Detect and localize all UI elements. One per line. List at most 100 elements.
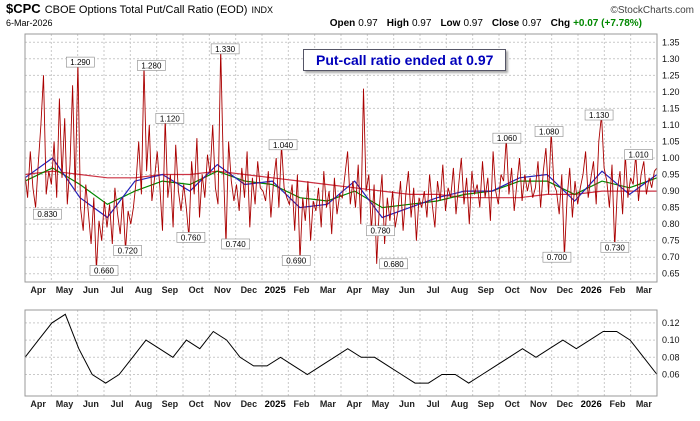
symbol: $CPC xyxy=(6,1,41,16)
svg-text:1.120: 1.120 xyxy=(160,114,181,123)
open-value: 0.97 xyxy=(358,18,378,29)
chart-header: $CPC CBOE Options Total Put/Call Ratio (E… xyxy=(0,0,700,30)
open-label: Open xyxy=(329,18,356,29)
svg-text:Dec: Dec xyxy=(241,285,258,295)
svg-text:Mar: Mar xyxy=(636,399,653,409)
svg-text:0.08: 0.08 xyxy=(662,352,680,362)
low-value: 0.97 xyxy=(463,18,483,29)
svg-text:0.680: 0.680 xyxy=(384,260,405,269)
svg-text:0.660: 0.660 xyxy=(94,266,115,275)
svg-text:Apr: Apr xyxy=(30,285,46,295)
chg-label: Chg xyxy=(550,18,571,29)
svg-text:Jul: Jul xyxy=(427,285,440,295)
svg-text:0.830: 0.830 xyxy=(37,210,58,219)
quote-summary: Open 0.97 High 0.97 Low 0.97 Close 0.97 Chg +0.07… xyxy=(330,18,642,30)
svg-text:0.720: 0.720 xyxy=(118,247,139,256)
svg-text:2026: 2026 xyxy=(581,285,602,296)
svg-text:1.290: 1.290 xyxy=(70,58,91,67)
svg-text:Sep: Sep xyxy=(162,285,179,295)
svg-text:0.760: 0.760 xyxy=(181,233,202,242)
svg-text:0.90: 0.90 xyxy=(662,186,680,196)
svg-text:2025: 2025 xyxy=(265,399,287,410)
high-value: 0.97 xyxy=(411,18,432,29)
svg-text:0.70: 0.70 xyxy=(662,252,680,262)
svg-text:0.690: 0.690 xyxy=(286,257,307,266)
svg-text:Mar: Mar xyxy=(636,285,653,295)
svg-text:Feb: Feb xyxy=(293,285,310,295)
svg-text:0.85: 0.85 xyxy=(662,203,680,213)
svg-text:Oct: Oct xyxy=(505,285,520,295)
svg-text:Apr: Apr xyxy=(30,399,46,409)
svg-text:Aug: Aug xyxy=(135,399,153,409)
svg-text:Jun: Jun xyxy=(399,399,415,409)
svg-text:Mar: Mar xyxy=(320,399,337,409)
main-chart: 1.35 1.30 1.25 1.20 1.15 1.10 1.05 1.00 0.95 0.90… xyxy=(24,33,680,296)
high-label: High xyxy=(386,18,409,29)
svg-text:Jul: Jul xyxy=(111,285,124,295)
svg-text:0.730: 0.730 xyxy=(605,243,626,252)
svg-text:2025: 2025 xyxy=(265,285,287,296)
svg-text:Aug: Aug xyxy=(451,285,469,295)
svg-text:May: May xyxy=(56,285,74,295)
svg-text:Nov: Nov xyxy=(530,285,547,295)
svg-text:1.00: 1.00 xyxy=(662,153,680,163)
svg-text:Jul: Jul xyxy=(427,399,440,409)
svg-text:Mar: Mar xyxy=(320,285,337,295)
svg-text:Nov: Nov xyxy=(214,399,231,409)
svg-text:0.80: 0.80 xyxy=(662,219,680,229)
svg-text:May: May xyxy=(372,399,390,409)
svg-text:Dec: Dec xyxy=(241,399,258,409)
svg-text:1.040: 1.040 xyxy=(273,141,294,150)
svg-text:Dec: Dec xyxy=(557,399,574,409)
svg-text:Apr: Apr xyxy=(346,399,362,409)
svg-text:0.95: 0.95 xyxy=(662,170,680,180)
svg-text:1.25: 1.25 xyxy=(662,70,680,80)
svg-text:Jul: Jul xyxy=(111,399,124,409)
low-label: Low xyxy=(440,18,461,29)
svg-text:May: May xyxy=(372,285,390,295)
svg-text:Nov: Nov xyxy=(530,399,547,409)
svg-text:Oct: Oct xyxy=(189,285,204,295)
svg-text:1.10: 1.10 xyxy=(662,120,680,130)
svg-text:2026: 2026 xyxy=(581,399,602,410)
svg-text:Feb: Feb xyxy=(609,399,626,409)
svg-text:1.060: 1.060 xyxy=(497,134,518,143)
svg-text:Apr: Apr xyxy=(346,285,362,295)
annotation-callout: Put-call ratio ended at 0.97 xyxy=(303,49,507,71)
svg-text:Sep: Sep xyxy=(162,399,179,409)
chart-date: 6-Mar-2026 xyxy=(6,18,53,28)
svg-text:0.700: 0.700 xyxy=(547,253,568,262)
svg-text:1.080: 1.080 xyxy=(539,128,560,137)
svg-text:Sep: Sep xyxy=(478,399,495,409)
svg-text:Dec: Dec xyxy=(557,285,574,295)
svg-text:1.20: 1.20 xyxy=(662,87,680,97)
svg-text:Jun: Jun xyxy=(83,399,99,409)
svg-text:Feb: Feb xyxy=(293,399,310,409)
svg-text:Feb: Feb xyxy=(609,285,626,295)
exchange-label: INDX xyxy=(251,5,273,15)
svg-text:1.35: 1.35 xyxy=(662,37,680,47)
svg-text:0.10: 0.10 xyxy=(662,335,680,345)
svg-text:1.15: 1.15 xyxy=(662,103,680,113)
svg-text:0.75: 0.75 xyxy=(662,236,680,246)
svg-text:0.65: 0.65 xyxy=(662,269,680,279)
index-name: CBOE Options Total Put/Call Ratio (EOD) xyxy=(44,4,248,16)
svg-text:Nov: Nov xyxy=(214,285,231,295)
chg-value: +0.07 (+7.78%) xyxy=(573,18,642,29)
svg-text:May: May xyxy=(56,399,74,409)
svg-text:Jun: Jun xyxy=(399,285,415,295)
close-value: 0.97 xyxy=(522,18,542,29)
svg-text:0.740: 0.740 xyxy=(226,240,247,249)
svg-text:1.280: 1.280 xyxy=(141,61,162,70)
svg-text:Sep: Sep xyxy=(478,285,495,295)
svg-text:1.330: 1.330 xyxy=(215,45,236,54)
svg-text:Jun: Jun xyxy=(83,285,99,295)
svg-text:1.05: 1.05 xyxy=(662,136,680,146)
svg-text:1.130: 1.130 xyxy=(589,111,610,120)
svg-text:Oct: Oct xyxy=(505,399,520,409)
svg-text:1.010: 1.010 xyxy=(629,151,650,160)
title-block: $CPC CBOE Options Total Put/Call Ratio (E… xyxy=(6,1,273,16)
svg-text:Oct: Oct xyxy=(189,399,204,409)
close-label: Close xyxy=(491,18,520,29)
svg-text:1.30: 1.30 xyxy=(662,54,680,64)
